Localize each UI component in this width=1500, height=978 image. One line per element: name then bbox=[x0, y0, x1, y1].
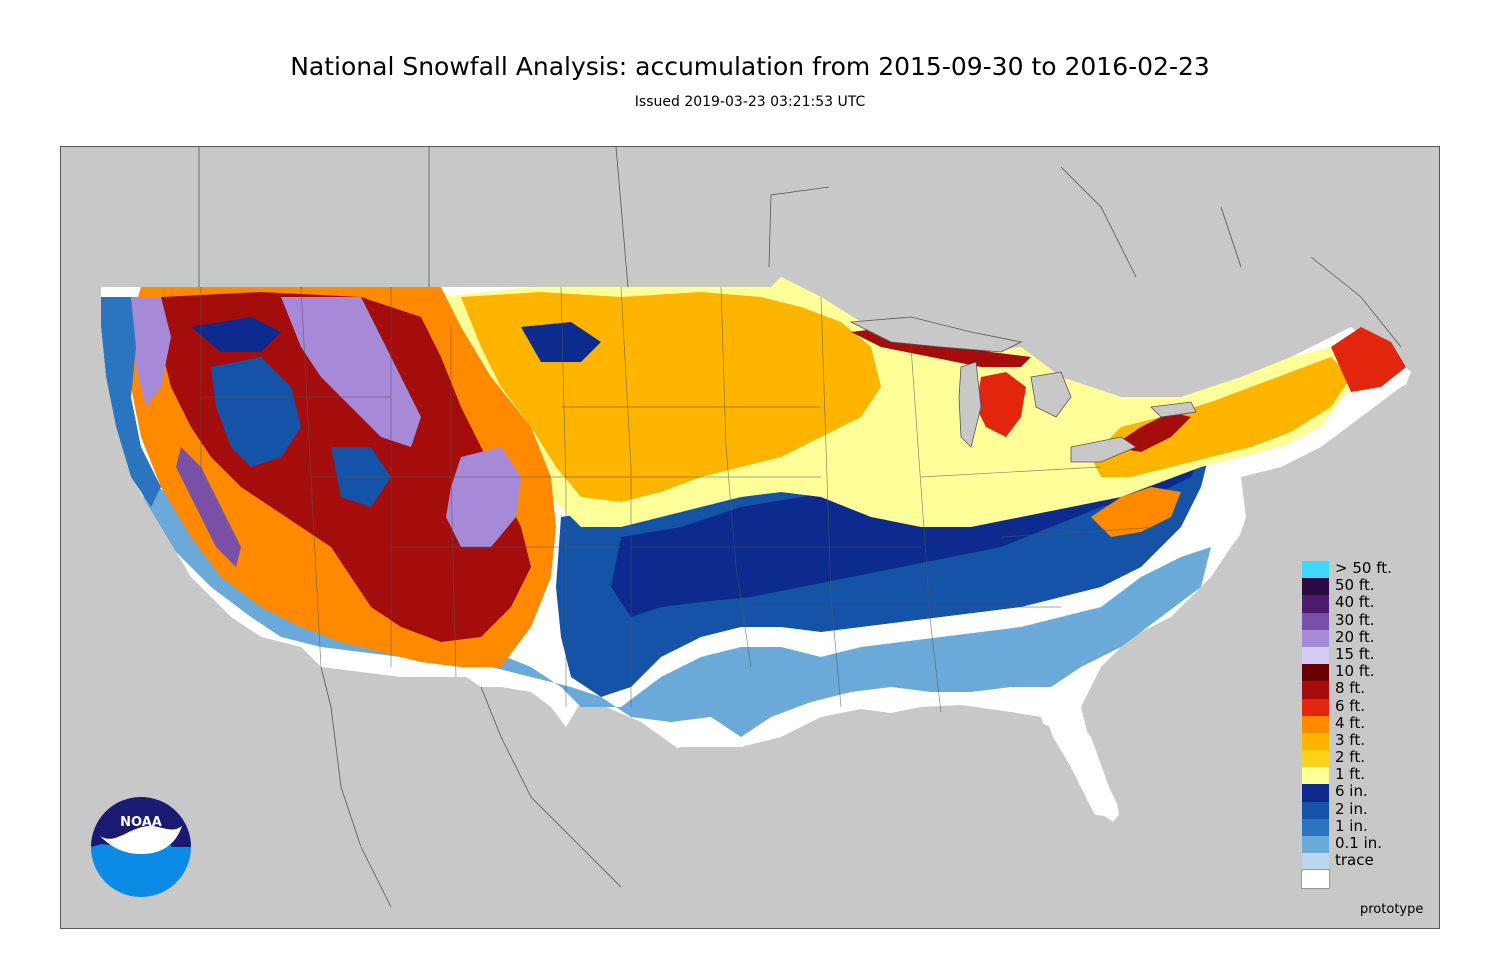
map-title: National Snowfall Analysis: accumulation… bbox=[290, 52, 1210, 81]
legend-label: trace bbox=[1335, 851, 1374, 870]
legend-swatch bbox=[1302, 784, 1329, 802]
gulf-of-mexico bbox=[621, 712, 1101, 928]
great-lakes bbox=[849, 316, 1197, 463]
legend-swatch bbox=[1302, 681, 1329, 699]
montana-plains-blue bbox=[521, 322, 601, 362]
state-boundaries bbox=[200, 286, 1162, 713]
legend-label: 1 in. bbox=[1335, 816, 1368, 835]
legend-label: 1 ft. bbox=[1335, 765, 1365, 784]
legend-label: 3 ft. bbox=[1335, 730, 1365, 749]
legend-label: 30 ft. bbox=[1335, 610, 1375, 629]
map-canvas bbox=[61, 147, 1439, 928]
legend-label: 6 ft. bbox=[1335, 696, 1365, 715]
gold-area-northeast bbox=[1091, 357, 1351, 477]
legend-swatch bbox=[1302, 698, 1329, 716]
legend-label: 2 in. bbox=[1335, 799, 1368, 818]
pacific-coast-blue bbox=[101, 297, 161, 507]
legend-swatch bbox=[1302, 853, 1329, 871]
snake-plain-blue bbox=[191, 317, 281, 352]
legend-label: > 50 ft. bbox=[1335, 559, 1392, 577]
legend-label: 50 ft. bbox=[1335, 576, 1375, 595]
legend-swatch bbox=[1302, 629, 1329, 647]
legend-label: 2 ft. bbox=[1335, 748, 1365, 767]
rockies-purple-co bbox=[446, 447, 521, 547]
legend-swatch bbox=[1301, 869, 1330, 889]
international-borders bbox=[198, 147, 1402, 908]
legend-swatch bbox=[1302, 732, 1329, 751]
legend-swatch bbox=[1302, 612, 1329, 630]
legend-swatch bbox=[1302, 561, 1329, 579]
lake-effect-michigan bbox=[976, 372, 1026, 437]
maine-snow bbox=[1331, 327, 1406, 392]
legend-label: 6 in. bbox=[1335, 782, 1368, 801]
legend-label: 8 ft. bbox=[1335, 679, 1365, 698]
issued-timestamp: Issued 2019-03-23 03:21:53 UTC bbox=[634, 94, 866, 110]
legend-swatch bbox=[1302, 595, 1329, 613]
prototype-label: prototype bbox=[1360, 902, 1424, 917]
legend-label: 10 ft. bbox=[1335, 662, 1375, 681]
sierra-purple bbox=[176, 447, 241, 567]
rockies-purple-north bbox=[281, 297, 421, 447]
legend-label: 4 ft. bbox=[1335, 713, 1365, 732]
noaa-logo: NOAA bbox=[91, 797, 191, 897]
lake-effect-ontario bbox=[1111, 412, 1191, 452]
pacific-ocean bbox=[61, 287, 381, 928]
noaa-logo-text: NOAA bbox=[120, 815, 162, 830]
legend-label: 0.1 in. bbox=[1335, 834, 1383, 852]
cascades-purple bbox=[131, 297, 171, 407]
legend-swatch bbox=[1302, 818, 1329, 836]
atlantic-ocean bbox=[1111, 368, 1439, 928]
great-basin-blue bbox=[211, 357, 301, 467]
legend-label: 40 ft. bbox=[1335, 593, 1375, 612]
legend-label: 20 ft. bbox=[1335, 627, 1375, 646]
legend-swatch bbox=[1302, 715, 1329, 733]
trace-band-south bbox=[141, 477, 1211, 737]
florida bbox=[1046, 712, 1121, 822]
legend-swatch bbox=[1302, 578, 1329, 596]
legend-swatch bbox=[1302, 664, 1329, 682]
legend-swatch bbox=[1302, 801, 1329, 819]
snowfall-map bbox=[60, 146, 1440, 929]
legend-label: 15 ft. bbox=[1335, 644, 1375, 663]
legend-swatch bbox=[1302, 836, 1329, 854]
legend-swatch bbox=[1302, 750, 1329, 768]
appalachian-snow bbox=[1091, 487, 1181, 537]
legend-swatch bbox=[1302, 767, 1329, 785]
legend-swatch bbox=[1302, 646, 1329, 665]
